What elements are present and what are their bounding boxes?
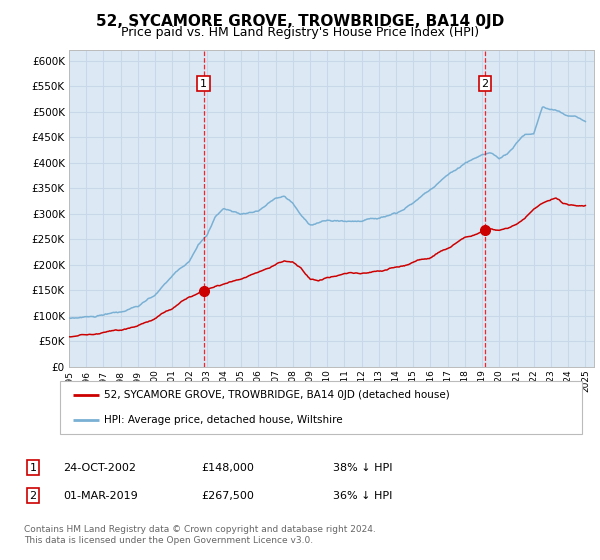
Text: 2: 2 [481, 78, 488, 88]
Text: 2: 2 [29, 491, 37, 501]
Text: 36% ↓ HPI: 36% ↓ HPI [333, 491, 392, 501]
Text: 38% ↓ HPI: 38% ↓ HPI [333, 463, 392, 473]
Text: Contains HM Land Registry data © Crown copyright and database right 2024.
This d: Contains HM Land Registry data © Crown c… [24, 525, 376, 545]
Text: £267,500: £267,500 [201, 491, 254, 501]
Text: £148,000: £148,000 [201, 463, 254, 473]
Text: 01-MAR-2019: 01-MAR-2019 [63, 491, 138, 501]
Text: 52, SYCAMORE GROVE, TROWBRIDGE, BA14 0JD: 52, SYCAMORE GROVE, TROWBRIDGE, BA14 0JD [96, 14, 504, 29]
Text: 24-OCT-2002: 24-OCT-2002 [63, 463, 136, 473]
Text: Price paid vs. HM Land Registry's House Price Index (HPI): Price paid vs. HM Land Registry's House … [121, 26, 479, 39]
Text: 52, SYCAMORE GROVE, TROWBRIDGE, BA14 0JD (detached house): 52, SYCAMORE GROVE, TROWBRIDGE, BA14 0JD… [104, 390, 450, 400]
Text: 1: 1 [200, 78, 207, 88]
Text: HPI: Average price, detached house, Wiltshire: HPI: Average price, detached house, Wilt… [104, 414, 343, 424]
Text: 1: 1 [29, 463, 37, 473]
